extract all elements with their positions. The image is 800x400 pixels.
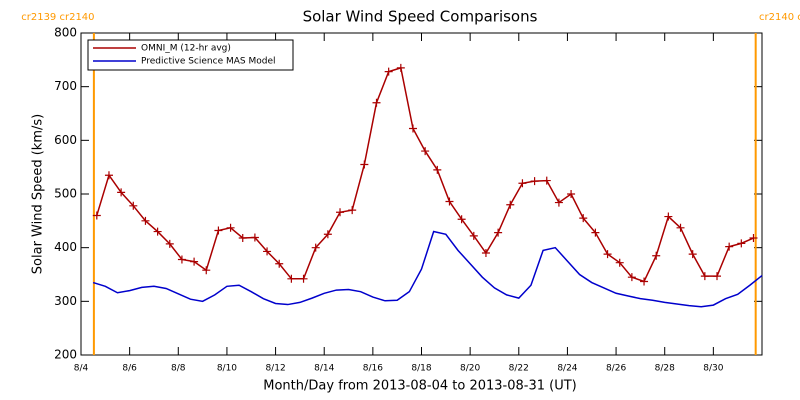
- series-line: [92, 230, 763, 308]
- y-tick-label: 400: [54, 240, 77, 254]
- data-point: [360, 160, 369, 169]
- x-tick-label: 8/28: [655, 364, 675, 374]
- data-point: [591, 228, 600, 237]
- data-point: [664, 212, 673, 221]
- data-point: [336, 208, 345, 217]
- data-point: [299, 274, 308, 283]
- legend-label: Predictive Science MAS Model: [141, 57, 276, 67]
- y-tick-label: 500: [54, 187, 77, 201]
- x-tick-label: 8/14: [314, 364, 334, 374]
- data-point: [737, 239, 746, 248]
- x-tick-label: 8/26: [606, 364, 626, 374]
- data-point: [226, 223, 235, 232]
- x-tick-label: 8/4: [74, 364, 89, 374]
- data-point: [408, 124, 417, 133]
- y-tick-label: 800: [54, 26, 77, 40]
- data-point: [481, 249, 490, 258]
- x-tick-label: 8/6: [122, 364, 137, 374]
- data-point: [494, 228, 503, 237]
- data-point: [238, 234, 247, 243]
- y-tick-label: 200: [54, 348, 77, 362]
- data-point: [567, 190, 576, 198]
- data-point: [104, 171, 113, 180]
- x-tick-label: 8/18: [411, 364, 431, 374]
- data-point: [700, 272, 709, 281]
- data-point: [469, 231, 478, 240]
- data-point: [713, 272, 722, 281]
- data-point: [129, 201, 138, 210]
- data-point: [518, 179, 527, 188]
- data-point: [287, 274, 296, 283]
- data-point: [177, 255, 186, 264]
- y-axis-label: Solar Wind Speed (km/s): [31, 114, 46, 274]
- carrington-label: cr2139 cr2140: [21, 12, 94, 23]
- data-point: [92, 211, 101, 220]
- x-tick-label: 8/30: [703, 364, 723, 374]
- data-point: [202, 266, 211, 275]
- x-tick-label: 8/20: [460, 364, 480, 374]
- y-tick-label: 600: [54, 133, 77, 147]
- data-point: [275, 259, 284, 268]
- data-point: [688, 250, 697, 259]
- data-point: [311, 243, 320, 252]
- data-point: [530, 177, 539, 186]
- data-point: [384, 67, 393, 76]
- data-point: [445, 197, 454, 206]
- data-point: [348, 206, 357, 215]
- legend: OMNI_M (12-hr avg) Predictive Science MAS…: [87, 39, 294, 71]
- x-tick-label: 8/12: [265, 364, 285, 374]
- legend-box: [87, 39, 294, 71]
- data-point: [141, 216, 150, 225]
- x-tick-label: 8/16: [363, 364, 383, 374]
- data-point: [372, 98, 381, 107]
- data-point: [554, 198, 563, 207]
- data-point: [542, 176, 551, 185]
- data-point: [421, 147, 430, 156]
- data-point: [117, 188, 126, 197]
- data-point: [652, 251, 661, 260]
- data-point: [323, 230, 332, 239]
- data-point: [627, 273, 636, 282]
- data-point: [749, 234, 758, 243]
- carrington-label: cr2140 cr2141: [759, 12, 800, 23]
- data-point: [433, 165, 442, 174]
- x-tick-label: 8/10: [217, 364, 237, 374]
- data-point: [190, 257, 199, 266]
- data-point: [250, 233, 259, 242]
- data-point: [263, 247, 272, 256]
- data-point: [214, 226, 223, 235]
- chart-title: Solar Wind Speed Comparisons: [303, 8, 538, 26]
- y-tick-label: 300: [54, 294, 77, 308]
- data-point: [725, 242, 734, 251]
- data-point: [396, 63, 405, 72]
- legend-label: OMNI_M (12-hr avg): [141, 44, 231, 54]
- data-point: [153, 227, 162, 236]
- x-tick-label: 8/22: [509, 364, 529, 374]
- data-point: [603, 250, 612, 259]
- x-tick-label: 8/24: [557, 364, 577, 374]
- data-point: [615, 258, 624, 267]
- data-point: [579, 214, 588, 223]
- data-point: [165, 239, 174, 248]
- data-point: [640, 277, 649, 286]
- data-point: [676, 223, 685, 232]
- x-tick-label: 8/8: [171, 364, 186, 374]
- data-point: [506, 200, 515, 209]
- x-axis-label: Month/Day from 2013-08-04 to 2013-08-31 …: [263, 379, 576, 394]
- data-point: [457, 215, 466, 224]
- y-tick-label: 700: [54, 79, 77, 93]
